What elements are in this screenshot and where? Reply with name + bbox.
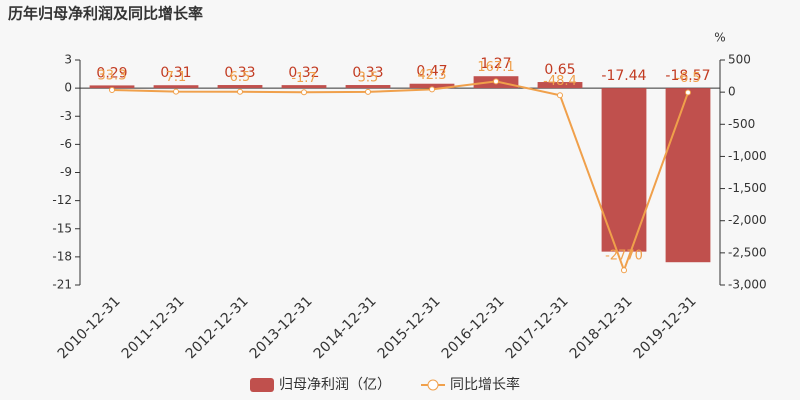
y2-tick-label: -1,500 (728, 181, 767, 195)
x-tick-label: 2019-12-31 (631, 293, 700, 362)
y2-tick-label: -1,000 (728, 149, 767, 163)
x-tick-label: 2018-12-31 (567, 293, 636, 362)
bar-label: 0.47 (416, 64, 447, 80)
bar (665, 88, 711, 263)
y2-tick-label: 0 (728, 85, 736, 99)
line-point (365, 88, 371, 95)
line-label: 3.5 (358, 70, 379, 85)
bar-label: -17.44 (601, 68, 646, 84)
legend-label: 归母净利润（亿） (279, 376, 391, 393)
x-tick-label: 2012-12-31 (183, 293, 252, 362)
x-tick-label: 2011-12-31 (119, 293, 188, 362)
bar (153, 85, 199, 89)
line-point (429, 86, 435, 93)
line-label: 6.5 (230, 70, 251, 85)
bar-label: 0.33 (224, 65, 255, 81)
legend-swatch (427, 379, 439, 391)
bar (537, 82, 583, 89)
x-tick-label: 2016-12-31 (439, 293, 508, 362)
x-tick-label: 2015-12-31 (375, 293, 444, 362)
bar-label: 0.65 (544, 62, 575, 78)
bar-label: 0.29 (96, 65, 127, 81)
legend-swatch (250, 378, 274, 392)
line-point (173, 88, 179, 95)
y-tick-label: -18 (52, 249, 72, 263)
line-point (685, 89, 691, 96)
line-label: -6.5 (675, 71, 700, 86)
bar (601, 88, 647, 252)
y-tick-label: 3 (64, 53, 72, 67)
y-tick-label: 0 (64, 81, 72, 95)
y2-unit: % (714, 31, 725, 45)
line-point (109, 87, 115, 94)
bar (345, 85, 391, 89)
legend-label: 同比增长率 (450, 376, 520, 393)
x-tick-label: 2010-12-31 (55, 293, 124, 362)
line-point (237, 88, 243, 95)
line-label: 167.1 (477, 60, 514, 75)
bar-label: 0.31 (160, 65, 191, 81)
x-tick-label: 2014-12-31 (311, 293, 380, 362)
bar-label: -18.57 (665, 68, 710, 84)
y-tick-label: -15 (52, 221, 72, 235)
line-point (301, 89, 307, 96)
bar-label: 0.32 (288, 65, 319, 81)
bar (409, 83, 455, 89)
chart-title: 历年归母净利润及同比增长率 (8, 5, 203, 23)
y-tick-label: -21 (52, 278, 72, 292)
x-tick-label: 2013-12-31 (247, 293, 316, 362)
line-label: 42.3 (418, 68, 447, 83)
x-tick-label: 2017-12-31 (503, 293, 572, 362)
line-label: 7.1 (166, 70, 187, 85)
y2-tick-label: -3,000 (728, 278, 767, 292)
y2-tick-label: 500 (728, 53, 751, 67)
y2-tick-label: -500 (728, 117, 755, 131)
bar (217, 85, 263, 89)
line-point (493, 78, 499, 85)
y-tick-label: -12 (52, 193, 72, 207)
bar-label: 0.33 (352, 65, 383, 81)
bar (281, 85, 327, 89)
line (111, 80, 689, 274)
y-tick-label: -3 (60, 109, 72, 123)
bar (89, 85, 135, 89)
bar-label: 1.27 (480, 56, 511, 72)
line-label: -1.7 (291, 71, 316, 86)
y-tick-label: -6 (60, 137, 72, 151)
line-label: -2770 (605, 249, 643, 264)
line-label: -48.4 (543, 74, 577, 89)
line-label: 33.3 (98, 69, 127, 84)
y2-tick-label: -2,500 (728, 245, 767, 259)
y2-tick-label: -2,000 (728, 213, 767, 227)
line-point (621, 267, 627, 274)
line-point (557, 92, 563, 99)
y-tick-label: -9 (60, 165, 72, 179)
